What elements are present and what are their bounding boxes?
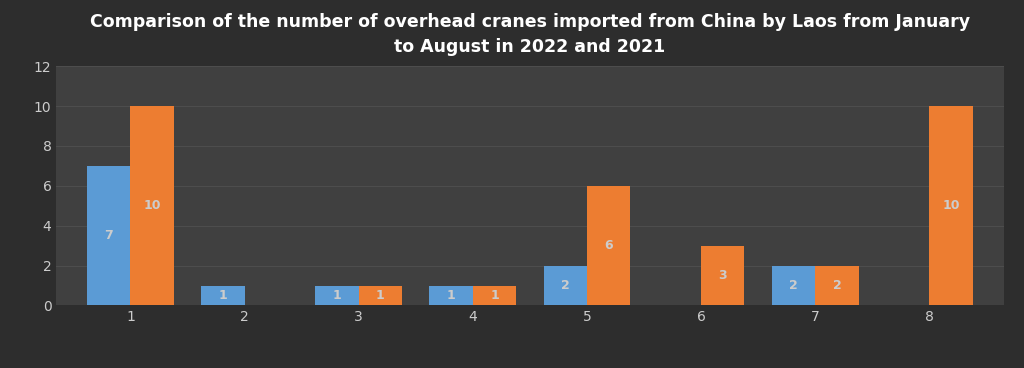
Bar <box>815 266 858 305</box>
Bar <box>587 186 631 305</box>
Text: 1: 1 <box>333 289 341 302</box>
Text: 2: 2 <box>790 279 798 292</box>
Bar <box>473 286 516 305</box>
Legend: 2021, 2022: 2021, 2022 <box>470 365 590 368</box>
Bar <box>315 286 358 305</box>
Text: 2: 2 <box>833 279 842 292</box>
Text: 1: 1 <box>376 289 385 302</box>
Bar <box>130 106 174 305</box>
Bar <box>772 266 815 305</box>
Text: 7: 7 <box>104 229 114 242</box>
Text: 3: 3 <box>719 269 727 282</box>
Text: 10: 10 <box>942 199 959 212</box>
Text: 6: 6 <box>604 239 613 252</box>
Text: 1: 1 <box>490 289 499 302</box>
Bar <box>701 246 744 305</box>
Text: 1: 1 <box>446 289 456 302</box>
Text: 2: 2 <box>561 279 569 292</box>
Title: Comparison of the number of overhead cranes imported from China by Laos from Jan: Comparison of the number of overhead cra… <box>90 13 970 56</box>
Bar <box>202 286 245 305</box>
Bar <box>87 166 130 305</box>
Text: 1: 1 <box>218 289 227 302</box>
Text: 10: 10 <box>143 199 161 212</box>
Bar <box>930 106 973 305</box>
Bar <box>429 286 473 305</box>
Bar <box>358 286 402 305</box>
Bar <box>544 266 587 305</box>
